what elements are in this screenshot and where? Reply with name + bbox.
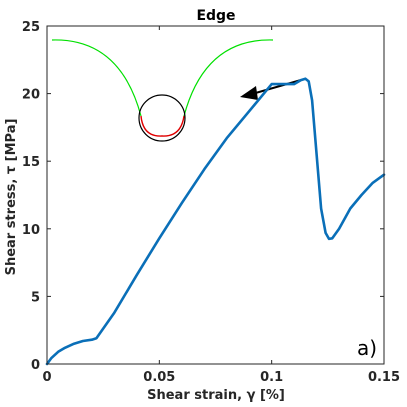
inset-left-arc	[51, 39, 142, 117]
arrow-head	[240, 86, 258, 100]
series-layer	[45, 77, 386, 366]
arrow-shaft	[251, 79, 302, 95]
y-tick-label: 10	[22, 223, 40, 238]
series-line-0	[45, 77, 386, 366]
inset-inner-arc	[140, 115, 185, 137]
inset-circle	[138, 94, 186, 142]
x-tick-label: 0.1	[260, 370, 283, 385]
plot-area	[47, 26, 384, 364]
y-tick-label: 15	[22, 155, 40, 170]
y-tick-label: 25	[22, 20, 40, 35]
y-tick-label: 20	[22, 88, 40, 103]
x-tick-label: 0.05	[143, 370, 175, 385]
chart-title: Edge	[196, 8, 235, 24]
x-tick-label: 0.15	[368, 370, 400, 385]
axes-frame	[46, 25, 385, 365]
x-tick-label: 0	[42, 370, 51, 385]
y-tick-label: 0	[31, 358, 40, 373]
y-tick-label: 5	[31, 290, 40, 305]
plot-background	[47, 26, 384, 364]
inset-schematic	[51, 39, 302, 142]
x-axis-label: Shear strain, γ [%]	[147, 388, 285, 403]
panel-label: a)	[357, 336, 377, 360]
inset-right-arc	[183, 39, 274, 117]
axes: 0 0.05 0.1 0.15 0 5 10 15 20 25	[22, 20, 400, 385]
y-axis-label: Shear stress, τ [MPa]	[4, 119, 19, 276]
